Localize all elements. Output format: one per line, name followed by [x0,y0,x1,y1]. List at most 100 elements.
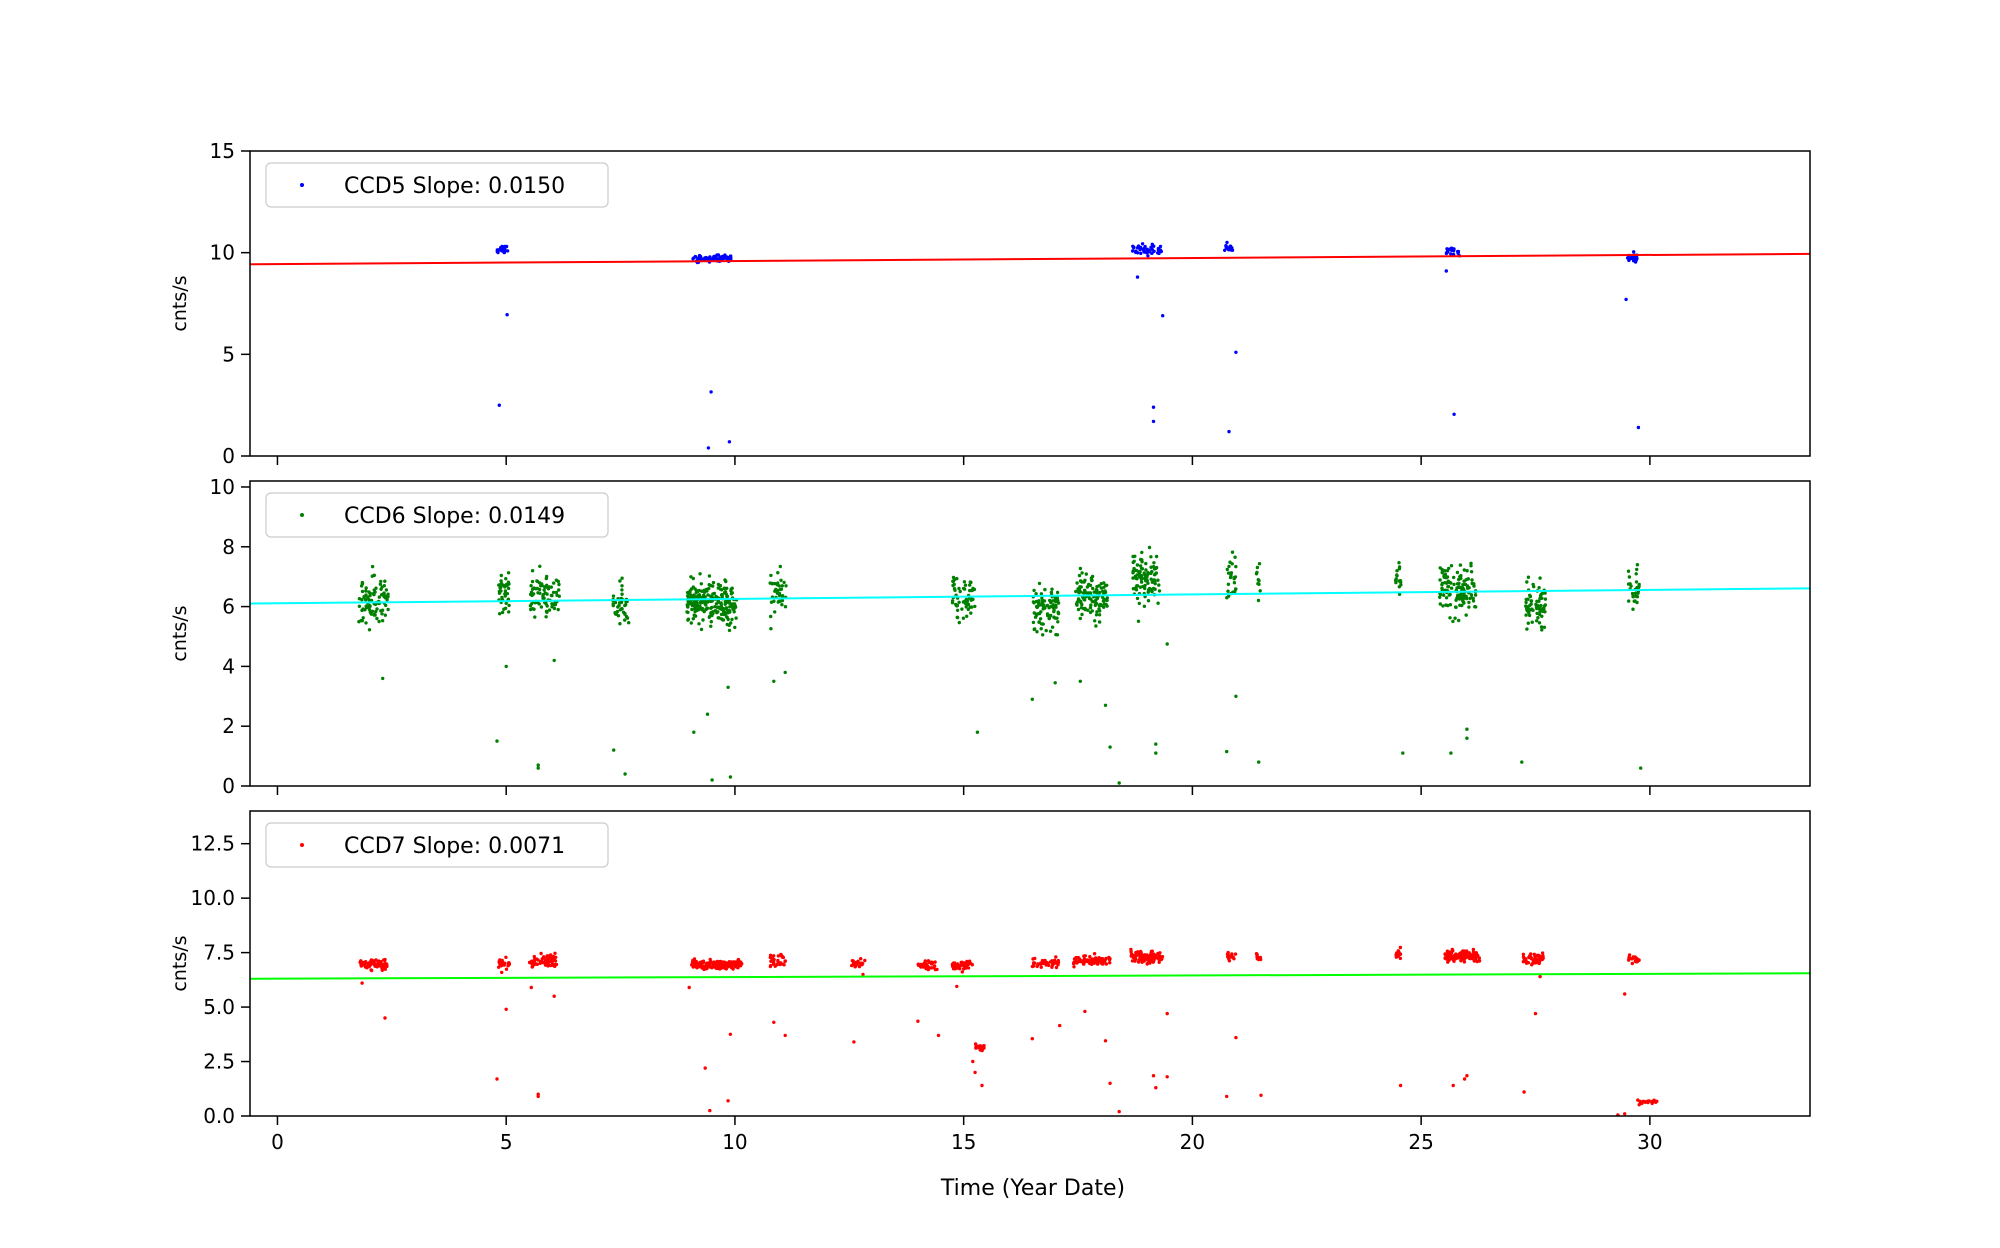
data-point [1133,554,1137,558]
data-point [921,965,925,969]
data-point [1136,950,1140,954]
data-point [1156,601,1160,605]
data-point [703,1066,707,1070]
data-point [1626,569,1631,573]
data-point [527,960,532,965]
data-point [1631,607,1635,611]
data-point [1528,593,1532,597]
data-point [1623,1112,1627,1116]
legend: CCD7 Slope: 0.0071 [265,822,609,868]
data-point [383,613,387,617]
data-point [1103,959,1107,963]
data-point [1230,246,1234,250]
data-point [1525,580,1529,584]
data-point [773,610,777,614]
data-point [506,571,511,575]
data-point [732,610,736,614]
data-point [1254,572,1259,576]
data-point [1543,591,1547,595]
data-point [1631,259,1636,263]
data-point [960,607,964,611]
data-point [1048,629,1053,633]
data-point [1087,582,1091,587]
data-point [380,966,384,970]
data-point [380,608,385,612]
data-point [540,957,544,961]
data-point [688,589,692,593]
data-point [358,961,363,965]
data-point [720,592,724,597]
data-point [1467,605,1471,609]
data-point [1520,760,1524,764]
data-point [546,961,550,965]
data-point [1146,581,1150,585]
data-point [1446,603,1450,608]
data-point [698,600,703,605]
data-point [383,596,387,600]
data-point [1629,584,1633,588]
data-point [1521,952,1526,956]
data-point [1031,620,1036,625]
data-point [712,591,717,596]
data-point [1095,959,1099,963]
data-point [533,615,537,619]
data-point [545,954,549,958]
data-point [1540,614,1544,618]
data-point [557,582,561,587]
data-point [1450,954,1454,959]
legend-marker [300,843,304,847]
data-point [1094,588,1099,592]
data-point [1524,613,1528,617]
data-point [1139,580,1144,584]
data-point [499,573,503,578]
data-point [552,658,556,663]
data-point [1462,951,1466,955]
data-point [1442,593,1446,597]
data-point [1140,567,1145,571]
y-tick-label: 7.5 [203,941,235,965]
data-point [1522,1090,1526,1094]
data-point [970,963,974,967]
data-point [1072,965,1076,969]
data-point [733,625,737,630]
data-point [1056,958,1061,963]
data-point [1537,599,1541,603]
data-point [1032,588,1036,593]
data-point [556,607,560,612]
data-point [541,596,545,600]
data-point [1146,961,1150,965]
data-point [1080,602,1084,607]
data-point [1445,575,1450,579]
data-point [784,584,788,588]
data-point [1089,576,1094,580]
data-point [1449,252,1453,256]
data-point [360,598,364,602]
x-tick-label: 20 [1180,1130,1205,1154]
data-point [544,615,548,619]
data-point [543,958,548,962]
data-point [689,602,694,606]
data-point [367,628,372,632]
data-point [1449,564,1454,568]
data-point [1034,592,1038,596]
data-point [360,619,364,623]
data-point [1083,1009,1087,1014]
data-point [1228,575,1233,580]
data-point [529,985,533,990]
data-point [707,574,712,578]
data-point [702,588,706,592]
data-point [778,564,782,569]
plot-area [250,945,1810,1116]
data-point [1088,606,1093,610]
data-point [783,1033,787,1038]
data-point [504,601,508,605]
data-point [1449,586,1454,590]
data-point [694,959,698,964]
data-point [376,961,380,965]
data-point [698,595,702,599]
data-point [1462,593,1466,597]
data-point [1043,587,1047,592]
data-point [929,966,934,970]
data-point [503,589,508,593]
data-point [378,582,383,586]
